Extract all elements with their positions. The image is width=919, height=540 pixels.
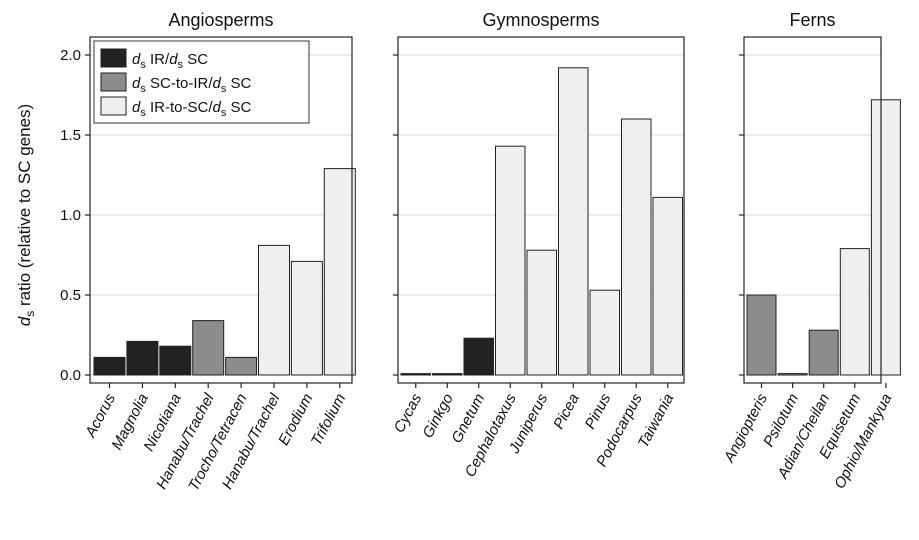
bar-cycas [400,373,431,376]
y-axis-title-rest: ratio (relative to SC genes) [15,104,34,311]
y-tick-label: 0.5 [60,287,81,304]
legend: ds IR/ds SC ds SC-to-IR/ds SC ds IR-to-SC/… [93,40,310,124]
y-axis-title-subscript: s [23,311,37,317]
bar-podocarpus [621,118,652,376]
bar-taiwania [652,196,683,376]
panel-ferns: AngiopterisPsilotumAdian/CheilanEquisetu… [720,10,901,492]
bar-ophio-mankyua [870,99,901,376]
panel-frame [743,36,882,384]
x-tick-label: Picea [550,391,583,432]
bar-psilotum [777,373,808,376]
legend-label: ds IR-to-SC/ds SC [132,99,252,119]
legend-swatch [100,96,127,116]
panel-frame [89,36,353,384]
y-tick-label: 1.5 [60,127,81,144]
bar-hanabu-trachel [192,320,225,376]
panel-title: Gymnosperms [482,10,599,30]
y-tick-label: 0.0 [60,367,81,384]
panel-title: Ferns [789,10,835,30]
panel-gymnosperms: CycasGinkgoGnetumCephalotaxusJuniperusPi… [391,10,685,480]
bar-hanabu-trachel [258,244,290,376]
bar-trocho-tetracen [225,356,258,376]
y-axis-title: ds ratio (relative to SC genes) [15,104,37,326]
legend-swatch [100,72,127,92]
svg-text:ds ratio (relative to SC genes: ds ratio (relative to SC genes) [15,104,37,326]
legend-label: ds SC-to-IR/ds SC [132,75,252,95]
x-tick-label: Pinus [582,390,615,432]
x-tick-label: Cycas [391,390,426,435]
bar-cephalotaxus [495,145,526,376]
legend-label: ds IR/ds SC [132,51,208,71]
bar-magnolia [126,340,159,376]
y-tick-label: 1.0 [60,207,81,224]
bar-angiopteris [746,294,777,376]
bar-acorus [93,356,126,376]
y-tick-label: 2.0 [60,47,81,64]
bar-juniperus [526,249,557,376]
bar-gnetum [463,337,494,376]
x-tick-label: Angiopteris [720,390,771,466]
bar-adian-cheilan [808,329,839,376]
bar-nicotiana [159,345,192,376]
bar-erodium [290,260,323,376]
panel-title: Angiosperms [168,10,273,30]
bar-picea [558,67,589,376]
legend-box [93,40,310,124]
legend-swatch [100,48,127,68]
y-axis-title-d: d [15,316,34,326]
bar-ginkgo [432,373,463,376]
bar-trifolium [323,168,356,376]
bar-pinus [589,289,620,376]
panel-frame [397,36,685,384]
bar-equisetum [839,248,870,376]
